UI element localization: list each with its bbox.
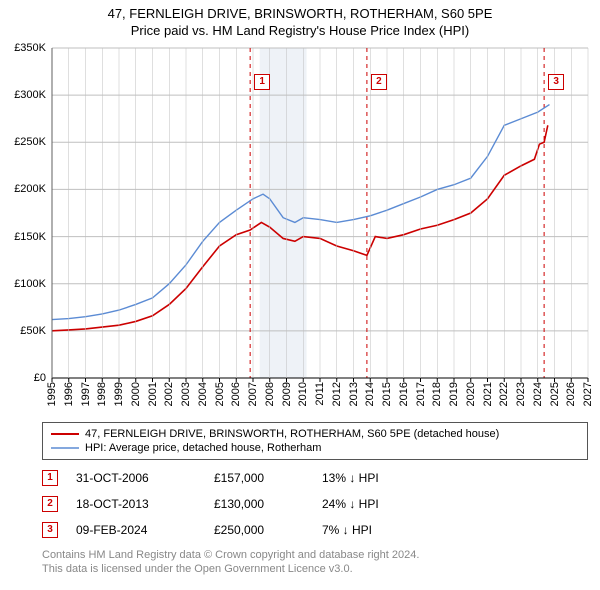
legend: 47, FERNLEIGH DRIVE, BRINSWORTH, ROTHERH… (42, 422, 588, 460)
x-axis-tick-label: 2010 (297, 382, 309, 406)
x-axis-tick-label: 1997 (80, 382, 92, 406)
x-axis-tick-label: 1998 (96, 382, 108, 406)
legend-item: HPI: Average price, detached house, Roth… (51, 441, 579, 455)
x-axis-tick-label: 2027 (582, 382, 594, 406)
sale-marker-3: 3 (548, 74, 564, 90)
y-axis-tick-label: £250K (14, 136, 46, 148)
x-axis-tick-label: 2001 (147, 382, 159, 406)
footer-line1: Contains HM Land Registry data © Crown c… (42, 548, 588, 562)
sale-marker-icon: 2 (42, 496, 58, 512)
x-axis-tick-label: 2019 (448, 382, 460, 406)
sale-price: £157,000 (214, 471, 304, 485)
x-axis-tick-label: 2007 (247, 382, 259, 406)
attribution-footer: Contains HM Land Registry data © Crown c… (42, 548, 588, 577)
x-axis-tick-label: 2014 (364, 382, 376, 406)
x-axis-tick-label: 1995 (46, 382, 58, 406)
sale-marker-1: 1 (254, 74, 270, 90)
y-axis-tick-label: £300K (14, 89, 46, 101)
chart-title-address: 47, FERNLEIGH DRIVE, BRINSWORTH, ROTHERH… (0, 6, 600, 21)
sale-date: 09-FEB-2024 (76, 523, 196, 537)
x-axis-tick-label: 1999 (113, 382, 125, 406)
sale-diff: 13% ↓ HPI (322, 471, 422, 485)
y-axis-tick-label: £150K (14, 231, 46, 243)
y-axis-tick-label: £200K (14, 183, 46, 195)
plot-area: £0£50K£100K£150K£200K£250K£300K£350K1995… (52, 48, 588, 378)
x-axis-tick-label: 2003 (180, 382, 192, 406)
x-axis-tick-label: 2022 (498, 382, 510, 406)
sale-marker-icon: 3 (42, 522, 58, 538)
sale-row: 3 09-FEB-2024 £250,000 7% ↓ HPI (42, 522, 588, 538)
sale-diff: 7% ↓ HPI (322, 523, 422, 537)
chart-titles: 47, FERNLEIGH DRIVE, BRINSWORTH, ROTHERH… (0, 0, 600, 38)
x-axis-tick-label: 2011 (314, 382, 326, 406)
sale-price: £130,000 (214, 497, 304, 511)
x-axis-tick-label: 2017 (415, 382, 427, 406)
x-axis-tick-label: 2015 (381, 382, 393, 406)
x-axis-tick-label: 2006 (230, 382, 242, 406)
sale-marker-2: 2 (371, 74, 387, 90)
x-axis-tick-label: 2021 (482, 382, 494, 406)
legend-item: 47, FERNLEIGH DRIVE, BRINSWORTH, ROTHERH… (51, 427, 579, 441)
legend-label: 47, FERNLEIGH DRIVE, BRINSWORTH, ROTHERH… (85, 428, 499, 440)
x-axis-tick-label: 2005 (214, 382, 226, 406)
x-axis-tick-label: 2012 (331, 382, 343, 406)
x-axis-tick-label: 2000 (130, 382, 142, 406)
chart-container: 47, FERNLEIGH DRIVE, BRINSWORTH, ROTHERH… (0, 0, 600, 577)
x-axis-tick-label: 2009 (281, 382, 293, 406)
x-axis-tick-label: 2023 (515, 382, 527, 406)
x-axis-tick-label: 2026 (565, 382, 577, 406)
y-axis-tick-label: £50K (20, 325, 46, 337)
x-axis-tick-label: 2020 (465, 382, 477, 406)
sale-date: 31-OCT-2006 (76, 471, 196, 485)
sale-marker-icon: 1 (42, 470, 58, 486)
sales-table: 1 31-OCT-2006 £157,000 13% ↓ HPI 2 18-OCT-201… (42, 470, 588, 538)
sale-row: 1 31-OCT-2006 £157,000 13% ↓ HPI (42, 470, 588, 486)
sale-date: 18-OCT-2013 (76, 497, 196, 511)
x-axis-tick-label: 2025 (549, 382, 561, 406)
sale-price: £250,000 (214, 523, 304, 537)
x-axis-tick-label: 2024 (532, 382, 544, 406)
x-axis-tick-label: 2018 (431, 382, 443, 406)
x-axis-tick-label: 2004 (197, 382, 209, 406)
y-axis-tick-label: £100K (14, 278, 46, 290)
footer-line2: This data is licensed under the Open Gov… (42, 562, 588, 576)
y-axis-tick-label: £350K (14, 42, 46, 54)
chart-title-subtitle: Price paid vs. HM Land Registry's House … (0, 23, 600, 38)
x-axis-tick-label: 2016 (398, 382, 410, 406)
x-axis-tick-label: 2002 (163, 382, 175, 406)
y-axis-tick-label: £0 (34, 372, 46, 384)
legend-label: HPI: Average price, detached house, Roth… (85, 442, 321, 454)
chart-svg (52, 48, 588, 378)
x-axis-tick-label: 2008 (264, 382, 276, 406)
x-axis-tick-label: 1996 (63, 382, 75, 406)
sale-diff: 24% ↓ HPI (322, 497, 422, 511)
sale-row: 2 18-OCT-2013 £130,000 24% ↓ HPI (42, 496, 588, 512)
x-axis-tick-label: 2013 (348, 382, 360, 406)
